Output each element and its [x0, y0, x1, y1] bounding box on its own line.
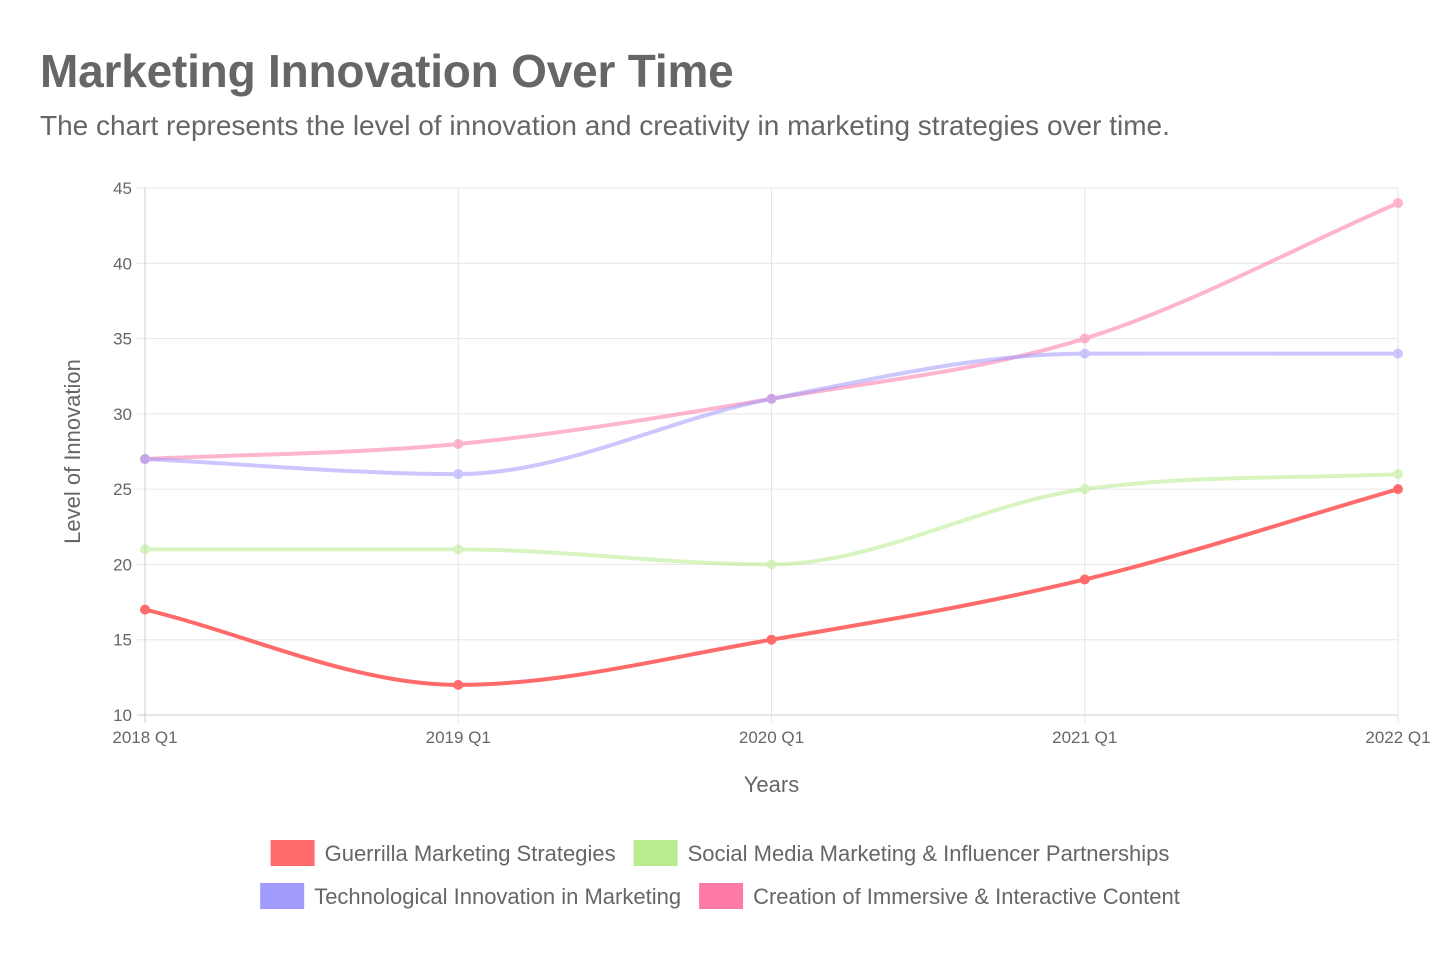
data-point[interactable] — [1393, 198, 1403, 209]
y-tick-label: 25 — [113, 480, 132, 499]
legend-item[interactable]: Technological Innovation in Marketing — [260, 883, 681, 909]
y-tick-label: 10 — [113, 706, 132, 725]
y-tick-label: 45 — [113, 179, 132, 198]
series-2 — [140, 348, 1403, 480]
data-point[interactable] — [1079, 348, 1090, 359]
y-tick-label: 40 — [113, 254, 132, 273]
data-point[interactable] — [766, 634, 777, 645]
data-point[interactable] — [453, 469, 464, 480]
data-point[interactable] — [1079, 484, 1090, 495]
y-tick-label: 15 — [113, 631, 132, 650]
legend-label: Guerrilla Marketing Strategies — [325, 841, 616, 866]
legend-item[interactable]: Guerrilla Marketing Strategies — [270, 840, 616, 866]
series-lines — [140, 198, 1403, 690]
series-1 — [140, 469, 1403, 570]
legend-swatch — [633, 840, 678, 866]
legend-label: Creation of Immersive & Interactive Cont… — [753, 884, 1180, 909]
data-point[interactable] — [1393, 484, 1403, 495]
legend: Guerrilla Marketing Strategies Social Med… — [260, 840, 1180, 909]
data-point[interactable] — [1393, 469, 1403, 480]
data-point[interactable] — [1393, 348, 1403, 359]
x-tick-label: 2019 Q1 — [426, 728, 491, 747]
y-tick-label: 35 — [113, 330, 132, 349]
legend-swatch — [699, 883, 744, 909]
x-tick-label: 2022 Q1 — [1365, 728, 1430, 747]
data-point[interactable] — [1079, 333, 1090, 344]
y-axis-title: Level of Innovation — [60, 359, 85, 544]
x-axis-title: Years — [744, 772, 799, 797]
data-point[interactable] — [1079, 574, 1090, 585]
legend-item[interactable]: Social Media Marketing & Influencer Part… — [633, 840, 1170, 866]
legend-label: Technological Innovation in Marketing — [314, 884, 681, 909]
axes: 10 15 20 25 30 35 40 45 2018 Q1 2019 Q1 2020 Q1 202… — [60, 179, 1431, 797]
legend-item[interactable]: Creation of Immersive & Interactive Cont… — [699, 883, 1180, 909]
series-0 — [140, 484, 1403, 690]
data-point[interactable] — [766, 559, 777, 570]
legend-swatch — [260, 883, 305, 909]
y-tick-label: 30 — [113, 405, 132, 424]
legend-label: Social Media Marketing & Influencer Part… — [688, 841, 1170, 866]
x-tick-label: 2021 Q1 — [1052, 728, 1117, 747]
data-point[interactable] — [140, 604, 150, 615]
y-tick-label: 20 — [113, 555, 132, 574]
x-tick-label: 2018 Q1 — [112, 728, 177, 747]
grid — [137, 187, 1399, 723]
data-point[interactable] — [140, 454, 150, 465]
chart-title: Marketing Innovation Over Time — [40, 45, 734, 97]
chart-subtitle: The chart represents the level of innova… — [40, 110, 1170, 141]
x-tick-label: 2020 Q1 — [739, 728, 804, 747]
data-point[interactable] — [140, 544, 150, 555]
data-point[interactable] — [766, 393, 777, 404]
data-point[interactable] — [453, 544, 464, 555]
data-point[interactable] — [453, 679, 464, 690]
legend-swatch — [270, 840, 315, 866]
data-point[interactable] — [453, 438, 464, 449]
